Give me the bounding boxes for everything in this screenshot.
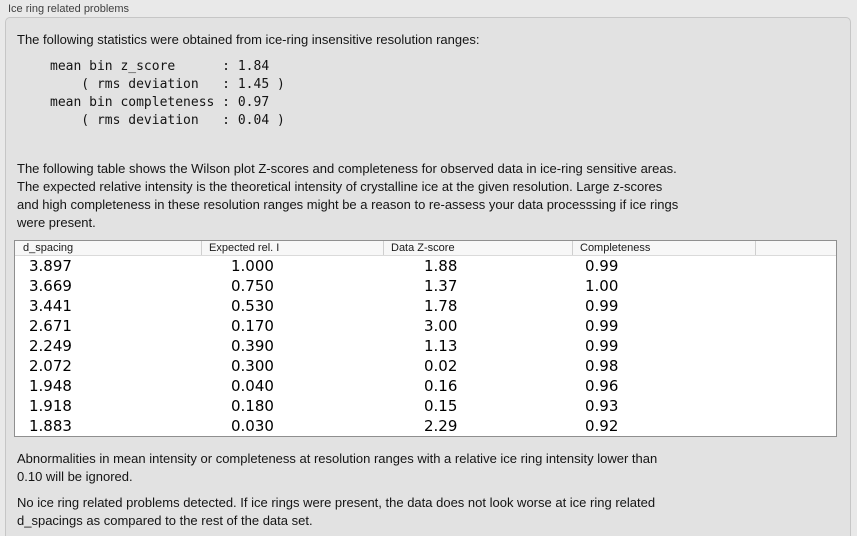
cell-completeness: 0.99 xyxy=(585,317,619,335)
cell-expected-rel-i: 0.170 xyxy=(231,317,274,335)
column-header-d-spacing[interactable]: d_spacing xyxy=(15,241,202,255)
table-row[interactable]: 2.249 0.390 1.13 0.99 xyxy=(15,336,836,356)
ignore-note: Abnormalities in mean intensity or compl… xyxy=(17,451,658,484)
cell-d-spacing: 3.669 xyxy=(29,277,72,295)
table-header-row: d_spacing Expected rel. I Data Z-score C… xyxy=(15,241,836,256)
ice-ring-group-box: The following statistics were obtained f… xyxy=(5,17,851,536)
column-header-empty[interactable] xyxy=(756,241,836,255)
table-row[interactable]: 1.883 0.030 2.29 0.92 xyxy=(15,416,836,436)
cell-d-spacing: 3.441 xyxy=(29,297,72,315)
cell-data-z-score: 1.13 xyxy=(424,337,458,355)
column-header-data-z-score[interactable]: Data Z-score xyxy=(384,241,573,255)
column-header-completeness[interactable]: Completeness xyxy=(573,241,756,255)
cell-expected-rel-i: 0.300 xyxy=(231,357,274,375)
cell-data-z-score: 1.78 xyxy=(424,297,458,315)
cell-data-z-score: 1.37 xyxy=(424,277,458,295)
cell-data-z-score: 0.02 xyxy=(424,357,458,375)
column-header-expected-rel-i[interactable]: Expected rel. I xyxy=(202,241,384,255)
cell-completeness: 0.99 xyxy=(585,297,619,315)
table-row[interactable]: 2.671 0.170 3.00 0.99 xyxy=(15,316,836,336)
cell-d-spacing: 1.948 xyxy=(29,377,72,395)
cell-data-z-score: 3.00 xyxy=(424,317,458,335)
cell-completeness: 0.99 xyxy=(585,257,619,275)
table-row[interactable]: 1.918 0.180 0.15 0.93 xyxy=(15,396,836,416)
stats-block: mean bin z_score : 1.84 ( rms deviation … xyxy=(50,59,285,128)
cell-completeness: 0.96 xyxy=(585,377,619,395)
cell-completeness: 1.00 xyxy=(585,277,619,295)
table-description: The following table shows the Wilson plo… xyxy=(17,161,679,230)
cell-expected-rel-i: 0.180 xyxy=(231,397,274,415)
cell-data-z-score: 0.15 xyxy=(424,397,458,415)
table-row[interactable]: 3.897 1.000 1.88 0.99 xyxy=(15,256,836,276)
ice-ring-table: d_spacing Expected rel. I Data Z-score C… xyxy=(14,240,837,437)
cell-completeness: 0.98 xyxy=(585,357,619,375)
cell-data-z-score: 0.16 xyxy=(424,377,458,395)
cell-expected-rel-i: 0.750 xyxy=(231,277,274,295)
cell-expected-rel-i: 0.390 xyxy=(231,337,274,355)
table-row[interactable]: 1.948 0.040 0.16 0.96 xyxy=(15,376,836,396)
cell-d-spacing: 2.072 xyxy=(29,357,72,375)
table-row[interactable]: 3.669 0.750 1.37 1.00 xyxy=(15,276,836,296)
intro-text: The following statistics were obtained f… xyxy=(17,32,480,47)
conclusion-text: No ice ring related problems detected. I… xyxy=(17,495,656,528)
cell-data-z-score: 1.88 xyxy=(424,257,458,275)
cell-expected-rel-i: 0.030 xyxy=(231,417,274,435)
cell-data-z-score: 2.29 xyxy=(424,417,458,435)
cell-expected-rel-i: 1.000 xyxy=(231,257,274,275)
cell-expected-rel-i: 0.040 xyxy=(231,377,274,395)
cell-expected-rel-i: 0.530 xyxy=(231,297,274,315)
panel-title: Ice ring related problems xyxy=(8,3,130,15)
cell-d-spacing: 2.249 xyxy=(29,337,72,355)
cell-completeness: 0.93 xyxy=(585,397,619,415)
cell-d-spacing: 1.883 xyxy=(29,417,72,435)
cell-d-spacing: 1.918 xyxy=(29,397,72,415)
cell-completeness: 0.92 xyxy=(585,417,619,435)
table-row[interactable]: 2.072 0.300 0.02 0.98 xyxy=(15,356,836,376)
table-row[interactable]: 3.441 0.530 1.78 0.99 xyxy=(15,296,836,316)
cell-d-spacing: 2.671 xyxy=(29,317,72,335)
cell-d-spacing: 3.897 xyxy=(29,257,72,275)
cell-completeness: 0.99 xyxy=(585,337,619,355)
